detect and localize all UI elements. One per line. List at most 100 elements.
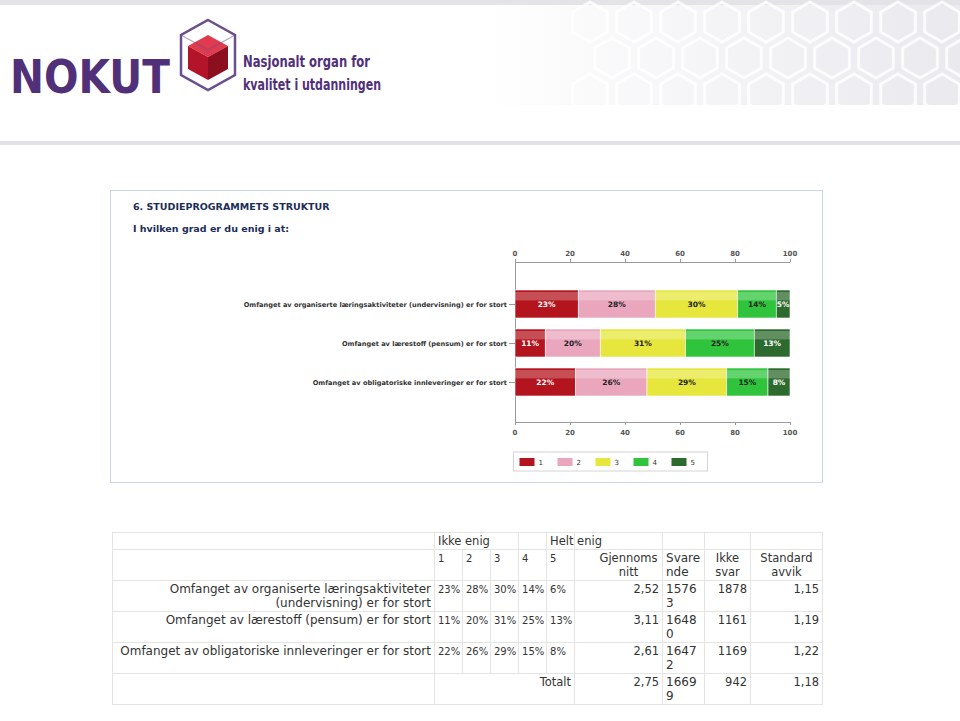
total-label: Totalt bbox=[435, 674, 575, 705]
bar bbox=[515, 329, 545, 357]
percent-cell: 30% bbox=[491, 581, 519, 612]
tagline: Nasjonalt organ for bbox=[243, 52, 370, 71]
x-tick-label: 20 bbox=[565, 429, 575, 437]
percent-cell: 23% bbox=[435, 581, 463, 612]
mean-cell: 2,52 bbox=[575, 581, 663, 612]
header-hexagon bbox=[639, 38, 674, 78]
x-tick-label: 60 bbox=[675, 429, 685, 437]
std-dev-cell: 1,18 bbox=[751, 674, 823, 705]
y-tick bbox=[509, 304, 515, 305]
legend-swatch bbox=[634, 458, 649, 466]
cell bbox=[751, 533, 823, 550]
header-hexagon bbox=[925, 2, 960, 42]
x-tick bbox=[515, 422, 516, 425]
scale-right: Helt enig bbox=[547, 533, 575, 550]
total-row: Totalt2,75166999421,18 bbox=[113, 674, 823, 705]
bar bbox=[754, 329, 790, 357]
header-hexagon bbox=[617, 2, 652, 42]
bar bbox=[655, 290, 738, 318]
column-header: Gjennomsnitt bbox=[598, 551, 659, 579]
bar bbox=[578, 290, 655, 318]
header-hexagon bbox=[947, 38, 960, 78]
bar bbox=[576, 368, 648, 396]
header: NOKUTNasjonalt organ forkvalitet i utdan… bbox=[0, 0, 960, 145]
cell bbox=[113, 674, 435, 705]
header-hexagon bbox=[727, 38, 762, 78]
bar bbox=[515, 368, 576, 396]
category-label: Omfanget av lærestoff (pensum) er for st… bbox=[342, 340, 507, 348]
column-header-cell: Gjennomsnitt bbox=[575, 550, 663, 581]
percent-cell: 11% bbox=[435, 612, 463, 643]
std-dev-cell: 1,22 bbox=[751, 643, 823, 674]
data-label: 31% bbox=[634, 339, 652, 348]
header-hexagon bbox=[661, 74, 696, 114]
std-dev-cell: 1,15 bbox=[751, 581, 823, 612]
stage: NOKUTNasjonalt organ forkvalitet i utdan… bbox=[0, 0, 960, 721]
header-hexagon bbox=[749, 2, 784, 42]
bar bbox=[600, 329, 685, 357]
legend-swatch bbox=[558, 458, 573, 466]
legend-swatch bbox=[672, 458, 687, 466]
data-row: Omfanget av organiserte læringsaktivitet… bbox=[113, 581, 823, 612]
percent-cell: 6% bbox=[547, 581, 575, 612]
x-tick bbox=[570, 422, 571, 425]
bar bbox=[727, 368, 768, 396]
percent-cell: 8% bbox=[547, 643, 575, 674]
mean-cell: 2,61 bbox=[575, 643, 663, 674]
mean-cell: 2,75 bbox=[575, 674, 663, 705]
not-answered-cell: 942 bbox=[705, 674, 751, 705]
column-header: 3 bbox=[491, 550, 519, 581]
header-hexagon bbox=[705, 74, 740, 114]
legend-swatch bbox=[596, 458, 611, 466]
x-tick-label: 20 bbox=[565, 250, 575, 258]
header-hexagon bbox=[573, 74, 608, 114]
x-tick-label: 100 bbox=[783, 250, 798, 258]
x-tick bbox=[790, 422, 791, 425]
bar bbox=[686, 329, 755, 357]
y-tick bbox=[509, 382, 515, 383]
legend-label: 1 bbox=[539, 459, 543, 467]
scale-row: Ikke enigHelt enig bbox=[113, 533, 823, 550]
x-axis-line bbox=[515, 262, 790, 263]
column-header: Standard avvik bbox=[751, 550, 823, 581]
header-hexagon bbox=[771, 38, 806, 78]
percent-cell: 29% bbox=[491, 643, 519, 674]
header-hexagon bbox=[617, 74, 652, 114]
header-hexagon bbox=[749, 74, 784, 114]
row-label: Omfanget av organiserte læringsaktivitet… bbox=[113, 581, 435, 612]
data-label: 20% bbox=[564, 339, 582, 348]
data-label: 25% bbox=[711, 339, 729, 348]
data-label: 15% bbox=[738, 378, 756, 387]
x-tick-label: 80 bbox=[730, 429, 740, 437]
column-header: 5 bbox=[547, 550, 575, 581]
cell bbox=[519, 533, 547, 550]
percent-cell: 20% bbox=[463, 612, 491, 643]
logo-icon bbox=[181, 20, 235, 90]
data-label: 13% bbox=[763, 339, 781, 348]
column-header: 1 bbox=[435, 550, 463, 581]
percent-cell: 31% bbox=[491, 612, 519, 643]
data-row: Omfanget av lærestoff (pensum) er for st… bbox=[113, 612, 823, 643]
data-label: 23% bbox=[538, 300, 556, 309]
header-hexagon bbox=[881, 74, 916, 114]
column-header: 4 bbox=[519, 550, 547, 581]
header-hexagon bbox=[705, 2, 740, 42]
not-answered-cell: 1878 bbox=[705, 581, 751, 612]
legend: 12345 bbox=[514, 452, 708, 471]
data-labels: 23%11%22%28%20%26%30%31%29%14%25%15%5%13… bbox=[521, 300, 790, 387]
percent-cell: 25% bbox=[519, 612, 547, 643]
percent-cell: 15% bbox=[519, 643, 547, 674]
x-tick bbox=[625, 259, 626, 262]
table-body: Ikke enigHelt enig12345GjennomsnittSvare… bbox=[113, 533, 823, 705]
header-hexagon bbox=[881, 2, 916, 42]
category-label: Omfanget av obligatoriske innleveringer … bbox=[313, 379, 507, 387]
data-row: Omfanget av obligatoriske innleveringer … bbox=[113, 643, 823, 674]
cell bbox=[113, 550, 435, 581]
row-label: Omfanget av obligatoriske innleveringer … bbox=[113, 643, 435, 674]
bar bbox=[647, 368, 727, 396]
bars bbox=[515, 290, 790, 396]
x-axis-line bbox=[515, 422, 790, 423]
bar bbox=[515, 290, 578, 318]
tagline: kvalitet i utdanningen bbox=[243, 75, 381, 94]
answered-cell: 16699 bbox=[663, 674, 705, 705]
